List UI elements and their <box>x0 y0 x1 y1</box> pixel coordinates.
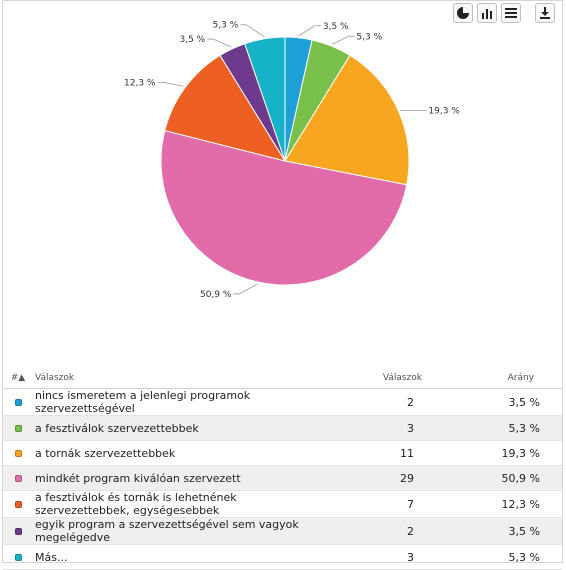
pie-slice-label: 3,5 % <box>179 35 205 45</box>
answer-label: egyik program a szervezettségével sem va… <box>33 517 324 545</box>
results-table-wrap: #▲ Válaszok Válaszok Arány nincs ismeret… <box>3 368 562 570</box>
pie-slice[interactable] <box>160 129 408 286</box>
table-icon <box>505 8 517 18</box>
download-icon <box>540 7 550 19</box>
legend-color-swatch <box>14 554 22 561</box>
table-header-row: #▲ Válaszok Válaszok Arány <box>3 368 562 389</box>
pie-chart: 3,5 % 5,3 % 19,3 % 50,9 % 12,3 % 3,5 % 5,3 % <box>124 21 460 300</box>
answer-ratio: 50,9 % <box>454 465 562 491</box>
chart-area: 3,5 % 5,3 % 19,3 % 50,9 % 12,3 % 3,5 % 5,3 % <box>3 1 564 366</box>
legend-cell <box>3 544 33 570</box>
pie-slice-label: 5,3 % <box>213 21 239 31</box>
answer-ratio: 5,3 % <box>454 415 562 441</box>
legend-cell <box>3 415 33 441</box>
bar-chart-icon <box>482 9 492 19</box>
pie-slice-label: 19,3 % <box>428 106 460 116</box>
table-view-button[interactable] <box>501 3 521 23</box>
answer-count: 7 <box>324 490 454 518</box>
pie-slice-label: 3,5 % <box>323 22 349 32</box>
results-table: #▲ Válaszok Válaszok Arány nincs ismeret… <box>3 368 562 570</box>
table-row: nincs ismeretem a jelenlegi programok sz… <box>3 388 562 416</box>
answer-ratio: 3,5 % <box>454 517 562 545</box>
answer-count: 3 <box>324 544 454 570</box>
answers-header[interactable]: Válaszok <box>33 368 324 389</box>
answer-count: 29 <box>324 465 454 491</box>
legend-color-swatch <box>14 475 22 482</box>
pie-leader-line <box>332 35 355 45</box>
answer-ratio: 12,3 % <box>454 490 562 518</box>
answer-count: 2 <box>324 388 454 416</box>
legend-color-swatch <box>14 501 22 508</box>
ratio-header[interactable]: Arány <box>454 368 562 389</box>
pie-slice[interactable] <box>164 54 287 162</box>
pie-leader-line <box>207 38 232 48</box>
pie-icon <box>457 7 469 19</box>
legend-color-swatch <box>14 528 22 535</box>
table-row: a tornák szervezettebbek 11 19,3 % <box>3 440 562 466</box>
answer-label: nincs ismeretem a jelenlegi programok sz… <box>33 388 324 416</box>
pie-slice[interactable] <box>284 54 410 186</box>
pie-slice-label: 5,3 % <box>356 32 382 42</box>
legend-cell <box>3 517 33 545</box>
table-row: mindkét program kiválóan szervezett 29 50,… <box>3 465 562 491</box>
pie-leader-line <box>157 81 184 87</box>
legend-cell <box>3 490 33 518</box>
answer-label: a fesztiválok és tornák is lehetnének sz… <box>33 490 324 518</box>
legend-cell <box>3 440 33 466</box>
answer-count: 11 <box>324 440 454 466</box>
answer-ratio: 5,3 % <box>454 544 562 570</box>
table-row: Más... 3 5,3 % <box>3 544 562 570</box>
legend-color-swatch <box>14 425 22 432</box>
table-row: a fesztiválok és tornák is lehetnének sz… <box>3 490 562 518</box>
answer-count: 2 <box>324 517 454 545</box>
answer-label: mindkét program kiválóan szervezett <box>33 465 324 491</box>
pie-slice[interactable] <box>244 36 286 162</box>
pie-leader-line <box>233 283 258 295</box>
answer-ratio: 3,5 % <box>454 388 562 416</box>
legend-cell <box>3 465 33 491</box>
legend-color-swatch <box>14 450 22 457</box>
answer-label: a fesztiválok szervezettebbek <box>33 415 324 441</box>
answer-label: a tornák szervezettebbek <box>33 440 324 466</box>
bar-chart-view-button[interactable] <box>477 3 497 23</box>
answer-count: 3 <box>324 415 454 441</box>
pie-leader-line <box>298 25 321 37</box>
legend-color-swatch <box>14 399 22 406</box>
table-row: a fesztiválok szervezettebbek 3 5,3 % <box>3 415 562 441</box>
answer-ratio: 19,3 % <box>454 440 562 466</box>
answer-label: Más... <box>33 544 324 570</box>
download-button[interactable] <box>535 3 555 23</box>
pie-leader-line <box>240 24 265 38</box>
legend-cell <box>3 388 33 416</box>
pie-chart-view-button[interactable] <box>453 3 473 23</box>
table-row: egyik program a szervezettségével sem va… <box>3 517 562 545</box>
pie-slice-label: 12,3 % <box>124 78 156 88</box>
count-header[interactable]: Válaszok <box>324 368 454 389</box>
pie-slice-label: 50,9 % <box>200 290 232 300</box>
sort-index-header[interactable]: #▲ <box>3 368 33 389</box>
